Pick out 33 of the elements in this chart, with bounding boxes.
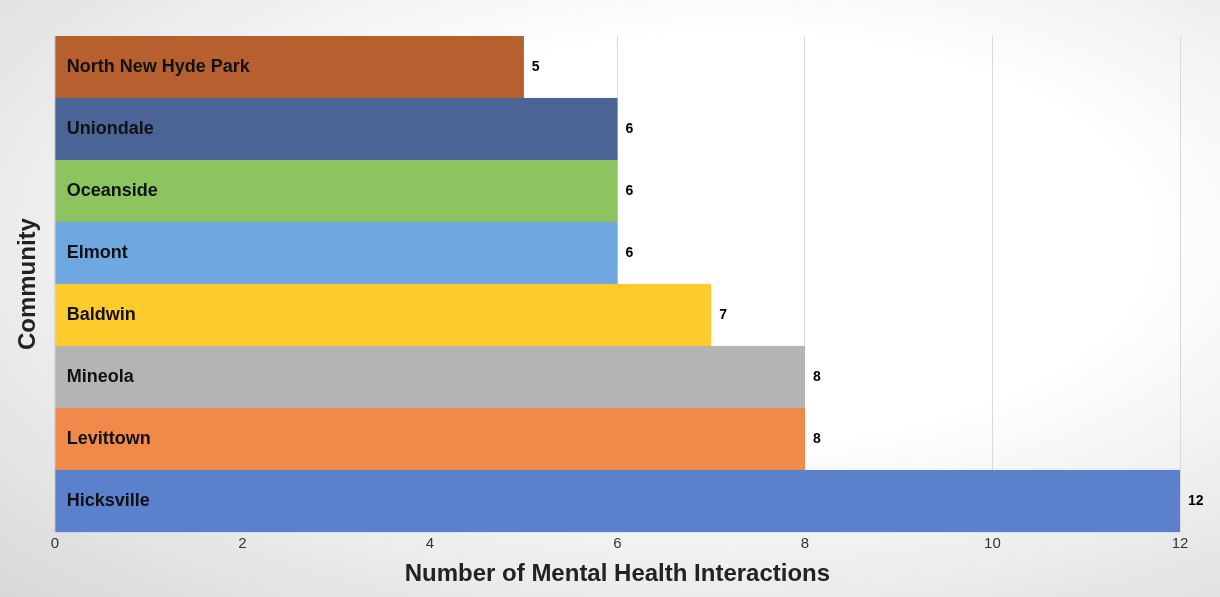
bar — [55, 159, 618, 223]
x-tick-label: 0 — [50, 534, 59, 552]
bar — [55, 407, 806, 471]
x-tick-label: 8 — [800, 534, 810, 552]
y-tick-label: Mineola — [66, 366, 135, 387]
data-label: 8 — [812, 430, 821, 447]
bar — [55, 36, 524, 99]
y-tick-label: Levittown — [66, 428, 151, 449]
bar — [55, 469, 1180, 533]
x-tick-label: 4 — [425, 534, 435, 552]
data-label: 6 — [625, 181, 634, 198]
y-tick-label: Oceanside — [66, 180, 158, 201]
bar — [55, 221, 618, 285]
data-label: 6 — [625, 119, 634, 136]
data-label: 12 — [1188, 492, 1204, 509]
bar — [55, 97, 618, 161]
x-tick-label: 12 — [1171, 534, 1189, 552]
y-tick-label: Baldwin — [66, 304, 136, 325]
y-tick-label: Elmont — [66, 242, 128, 263]
bar — [55, 345, 806, 409]
data-label: 8 — [812, 368, 821, 384]
y-tick-label: Hicksville — [66, 490, 150, 511]
y-axis-title: Community — [13, 217, 41, 351]
data-label: 7 — [719, 305, 728, 322]
data-label: 5 — [531, 57, 540, 74]
y-tick-label: North New Hyde Park — [66, 55, 251, 76]
x-tick-label: 10 — [984, 534, 1001, 552]
x-axis-title: Number of Mental Health Interactions — [404, 559, 831, 587]
x-tick-label: 6 — [613, 534, 622, 552]
bar — [55, 283, 712, 347]
data-label: 6 — [625, 243, 634, 260]
y-tick-label: Uniondale — [66, 118, 154, 139]
x-tick-label: 2 — [238, 534, 247, 552]
